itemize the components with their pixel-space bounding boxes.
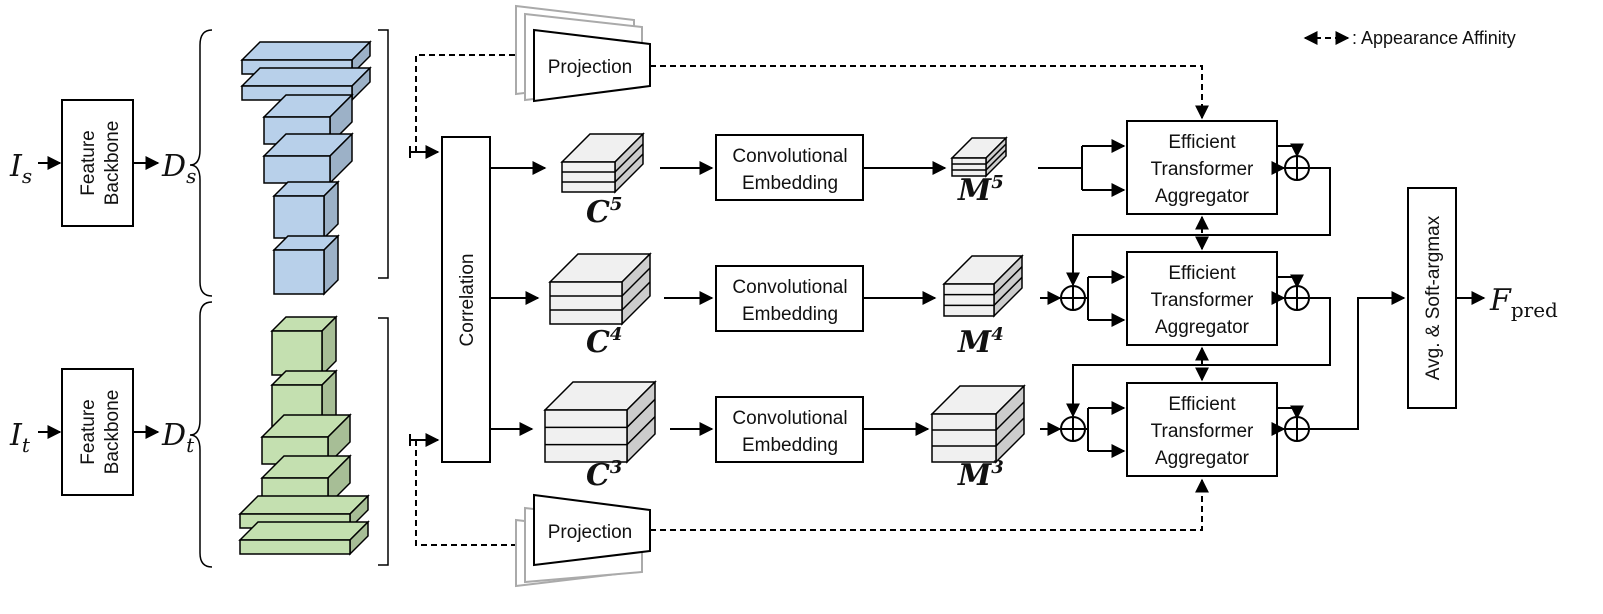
svg-text:Efficient: Efficient <box>1168 132 1236 153</box>
conv-embedding-5: Convolutional Embedding <box>660 134 947 201</box>
target-feature-stack <box>238 315 370 556</box>
projection-bottom: Projection <box>515 493 651 588</box>
corr-volume-4-box <box>548 252 652 326</box>
svg-text:Efficient: Efficient <box>1168 263 1236 284</box>
add-node-input3 <box>1060 416 1086 442</box>
source-feature-layer <box>262 132 354 185</box>
svg-text:Convolutional: Convolutional <box>732 408 847 429</box>
embed-volume-label-4: M4 <box>957 324 1004 360</box>
conv-embedding-4: Convolutional Embedding <box>664 265 937 332</box>
legend: : Appearance Affinity <box>1303 28 1516 48</box>
source-feature-stack <box>240 40 372 296</box>
svg-text:Embedding: Embedding <box>742 173 838 194</box>
backbone-label-line2: Backbone <box>102 121 123 206</box>
target-feature-layer <box>260 413 352 466</box>
source-feature-backbone: Feature Backbone <box>61 99 134 227</box>
affinity-path-bottom <box>415 440 530 552</box>
svg-text:Aggregator: Aggregator <box>1155 186 1250 207</box>
add-node-agg3 <box>1284 416 1310 442</box>
projection-bottom-label: Projection <box>548 522 633 543</box>
source-bracket-right <box>378 29 389 279</box>
legend-label: : Appearance Affinity <box>1352 28 1516 48</box>
aggregator-input-splits <box>1038 139 1126 458</box>
aggregator-4: Efficient Transformer Aggregator <box>1126 251 1278 346</box>
svg-text:Aggregator: Aggregator <box>1155 317 1250 338</box>
embed-volume-5-box <box>950 136 1008 178</box>
svg-text:Convolutional: Convolutional <box>732 146 847 167</box>
add-node-agg4 <box>1284 285 1310 311</box>
source-image-symbol: Is <box>9 149 32 188</box>
corr-volume-5-box <box>560 132 645 194</box>
target-feature-layer <box>270 315 338 377</box>
svg-text:Convolutional: Convolutional <box>732 277 847 298</box>
embed-volume-3 <box>930 384 1026 464</box>
affinity-dashed-links <box>650 65 1209 531</box>
correlation-label: Correlation <box>457 254 478 347</box>
correlation-block: Correlation <box>441 136 491 463</box>
cost-volumes <box>543 132 1026 464</box>
source-feature-layer <box>272 234 340 296</box>
target-image-symbol: It <box>9 418 31 457</box>
target-feature-layer <box>238 520 370 556</box>
add-node-input4 <box>1060 285 1086 311</box>
svg-text:Aggregator: Aggregator <box>1155 448 1250 469</box>
embed-volume-label-5: M5 <box>957 172 1004 208</box>
source-feature-layer <box>272 180 340 240</box>
corr-volume-3-box <box>543 380 657 464</box>
svg-text:Transformer: Transformer <box>1151 290 1254 311</box>
svg-text:Embedding: Embedding <box>742 304 838 325</box>
embed-volume-4-box <box>942 254 1024 318</box>
target-feature-backbone: Feature Backbone <box>61 368 134 496</box>
svg-text:Efficient: Efficient <box>1168 394 1236 415</box>
corr-volume-label-5: C5 <box>586 194 622 230</box>
conv-embedding-3: Convolutional Embedding <box>670 396 930 463</box>
svg-text:Transformer: Transformer <box>1151 421 1254 442</box>
embed-volume-label-3: M3 <box>957 457 1004 493</box>
aggregator-5: Efficient Transformer Aggregator <box>1126 120 1278 215</box>
affinity-path-top <box>415 48 530 152</box>
corr-volume-label-4: C4 <box>586 324 622 360</box>
projection-top-label: Projection <box>548 57 633 78</box>
target-bracket-right <box>378 317 389 566</box>
corr-volume-label-3: C3 <box>586 457 622 493</box>
svg-text:Transformer: Transformer <box>1151 159 1254 180</box>
target-brace-left <box>189 301 213 568</box>
add-node-agg5 <box>1284 155 1310 181</box>
output-flow-symbol: Fpred <box>1489 283 1558 322</box>
corr-volume-5 <box>560 132 645 194</box>
residual-connections <box>1066 143 1406 436</box>
svg-text:Embedding: Embedding <box>742 435 838 456</box>
backbone-label-line1: Feature <box>78 399 99 464</box>
source-feature-layer <box>240 66 372 102</box>
target-desc-symbol: Dt <box>161 418 195 457</box>
embed-volume-5 <box>950 136 1008 178</box>
svg-text:Avg. & Soft-argmax: Avg. & Soft-argmax <box>1423 215 1444 380</box>
embed-volume-4 <box>942 254 1024 318</box>
source-input: Is <box>9 149 62 188</box>
embed-volume-3-box <box>930 384 1026 464</box>
backbone-label-line1: Feature <box>78 130 99 195</box>
target-input: It <box>9 418 62 457</box>
corr-volume-3 <box>543 380 657 464</box>
avg-softargmax-block: Avg. & Soft-argmax <box>1407 187 1457 409</box>
projection-top: Projection <box>515 4 651 103</box>
aggregator-3: Efficient Transformer Aggregator <box>1126 382 1278 477</box>
backbone-label-line2: Backbone <box>102 390 123 475</box>
corr-volume-4 <box>548 252 652 326</box>
source-desc-symbol: Ds <box>161 149 196 188</box>
source-brace-left <box>189 29 213 297</box>
